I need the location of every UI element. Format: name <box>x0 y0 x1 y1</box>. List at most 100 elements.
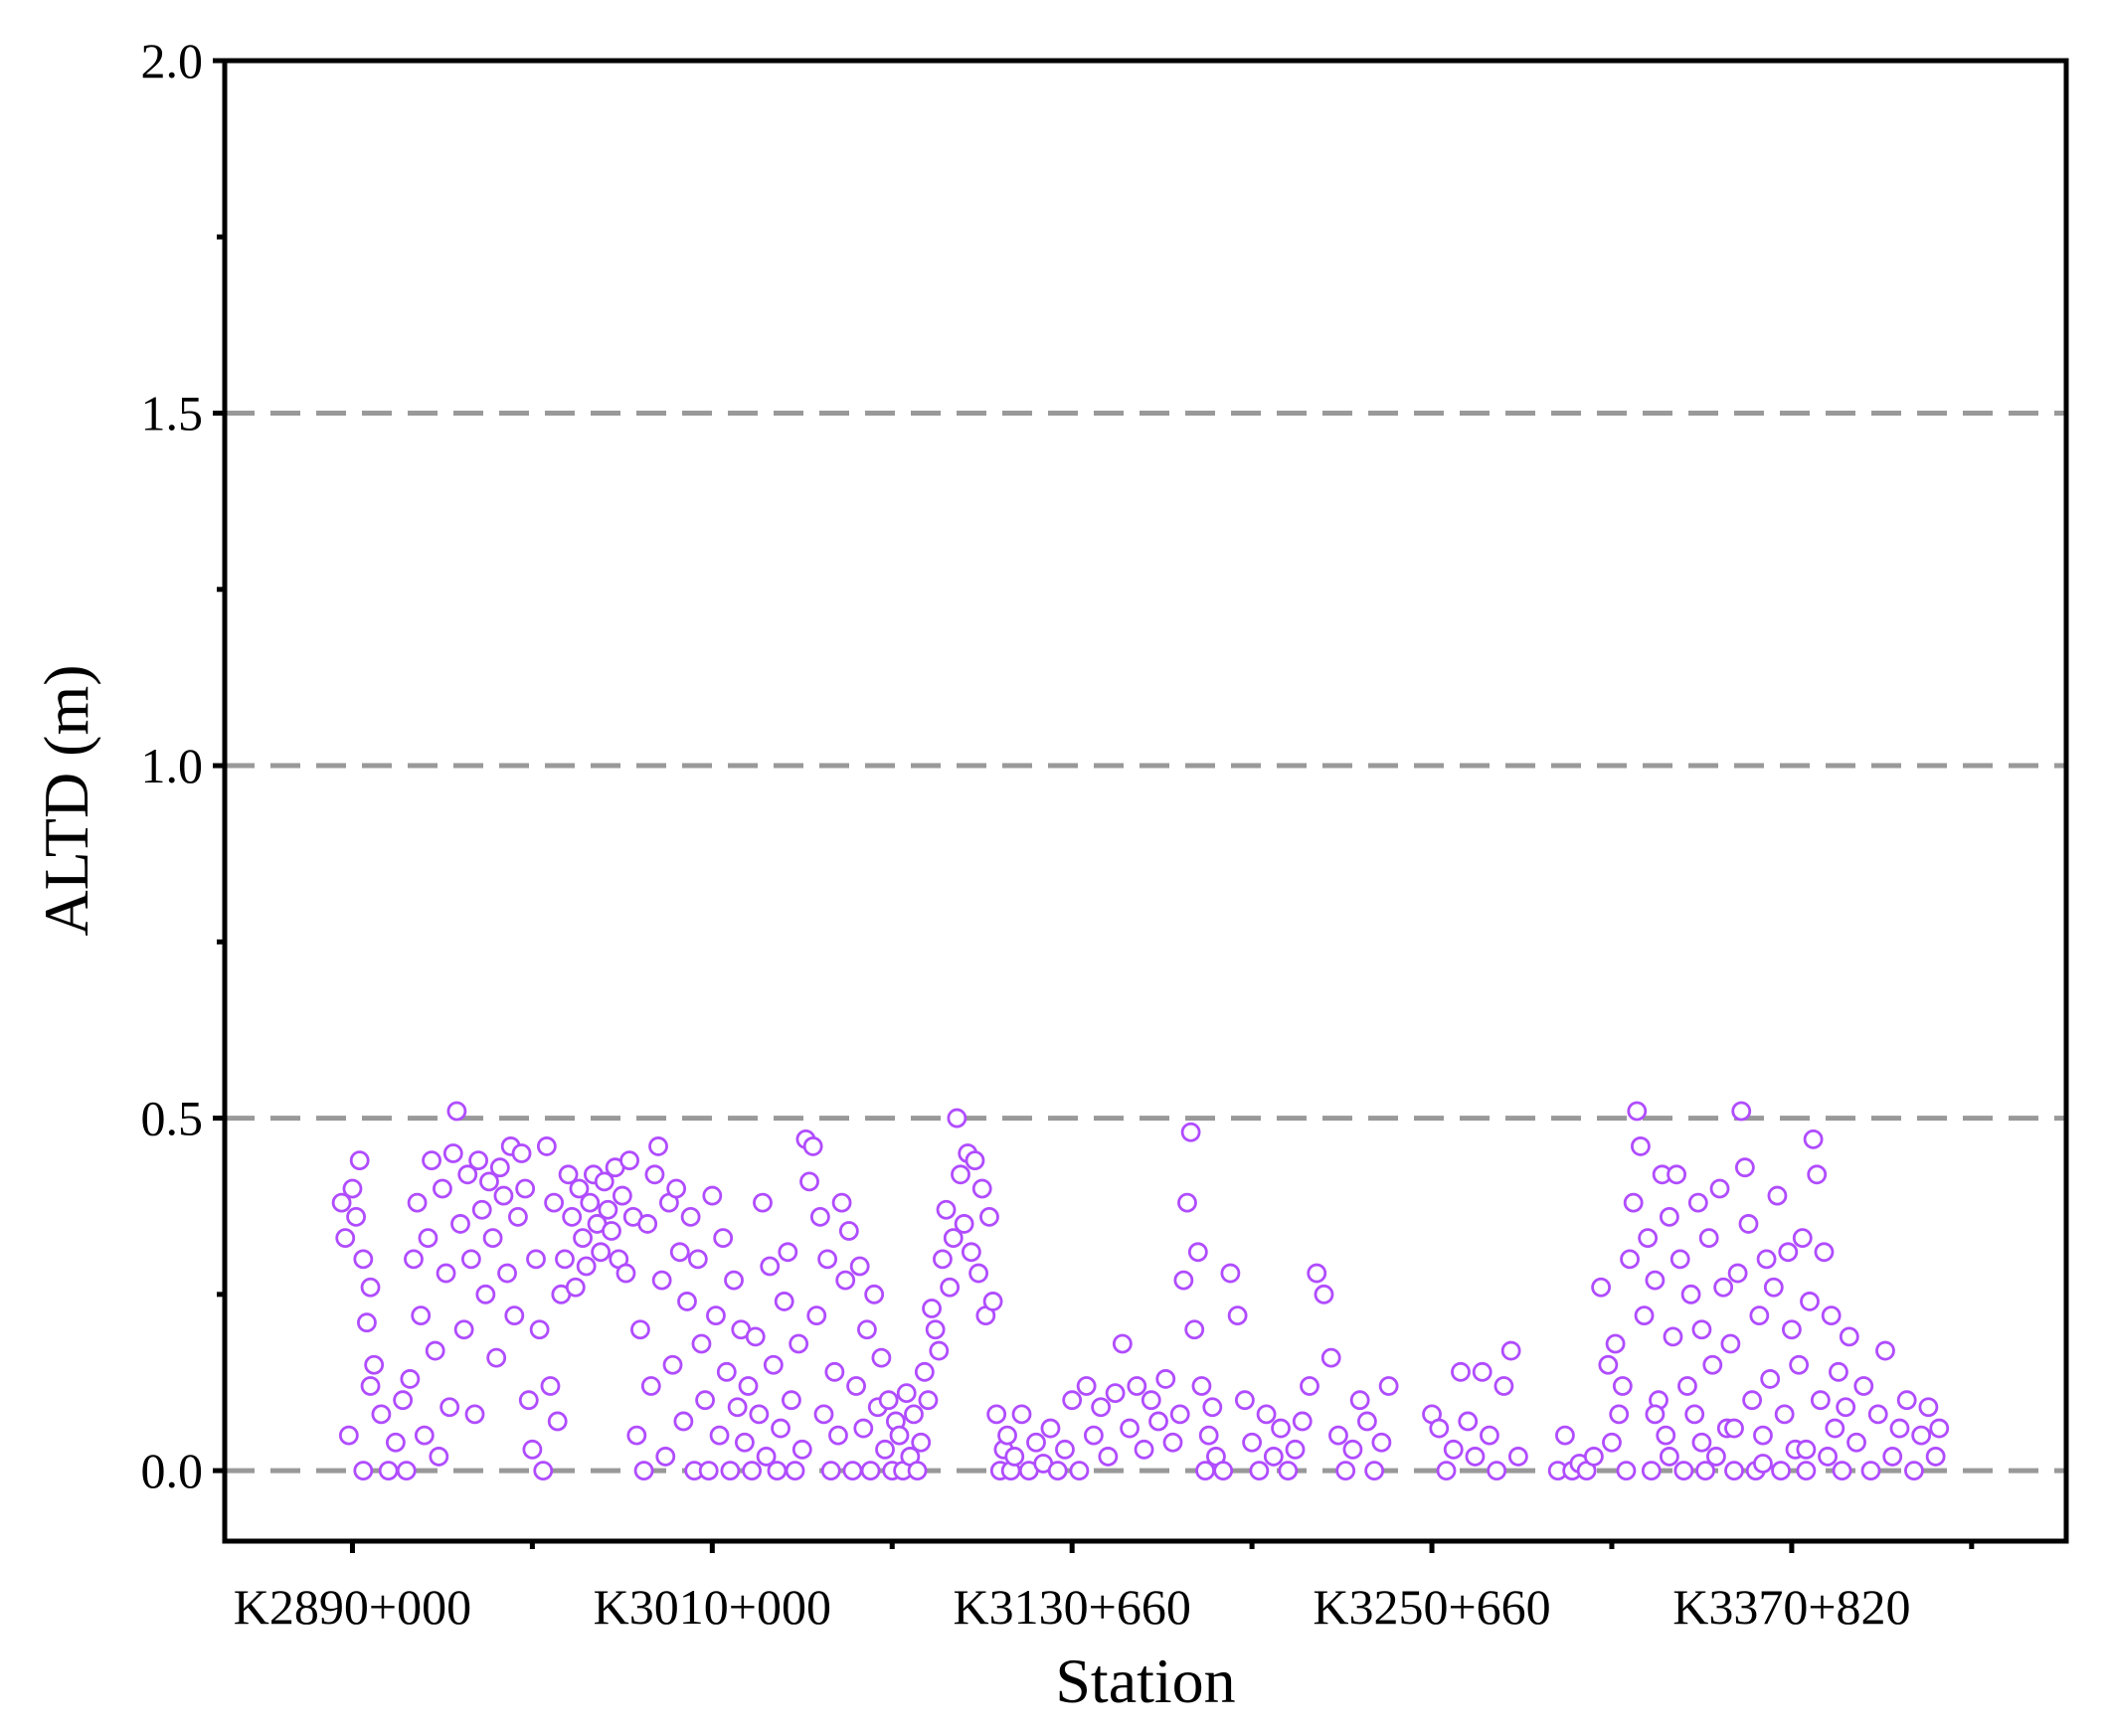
scatter-point <box>1429 1418 1450 1439</box>
scatter-point <box>677 1292 697 1311</box>
scatter-point <box>644 1164 665 1185</box>
scatter-point <box>1162 1432 1183 1453</box>
scatter-point <box>648 1136 668 1156</box>
scatter-point <box>1040 1418 1061 1439</box>
scatter-point <box>497 1263 517 1284</box>
scatter-point <box>785 1461 805 1480</box>
scatter-point <box>965 1150 985 1171</box>
scatter-point <box>904 1404 924 1425</box>
scatter-point <box>763 1354 784 1375</box>
scatter-point <box>1443 1439 1464 1460</box>
scatter-point <box>720 1461 741 1480</box>
scatter-point <box>1155 1369 1176 1389</box>
scatter-point <box>713 1228 734 1249</box>
scatter-point <box>673 1411 694 1432</box>
scatter-point <box>767 1461 788 1480</box>
scatter-point <box>1749 1305 1770 1326</box>
scatter-point <box>360 1376 381 1396</box>
scatter-point <box>1011 1404 1032 1425</box>
scatter-point <box>630 1319 650 1340</box>
scatter-point <box>1458 1411 1479 1432</box>
scatter-point <box>353 1461 374 1480</box>
scatter-point <box>1738 1214 1759 1234</box>
scatter-point <box>745 1326 766 1347</box>
scatter-point <box>1767 1185 1788 1206</box>
scatter-point <box>460 1249 481 1270</box>
scatter-point <box>813 1404 834 1425</box>
scatter-point <box>640 1376 661 1396</box>
scatter-point <box>1673 1461 1694 1480</box>
scatter-point <box>911 1432 932 1453</box>
scatter-point <box>1627 1101 1648 1122</box>
scatter-point <box>716 1361 737 1382</box>
scatter-point <box>1789 1354 1810 1375</box>
scatter-point <box>738 1376 759 1396</box>
scatter-point <box>1256 1404 1277 1425</box>
scatter-point <box>1371 1432 1392 1453</box>
scatter-point <box>1091 1397 1112 1418</box>
scatter-point <box>540 1376 561 1396</box>
scatter-point <box>1763 1277 1784 1298</box>
scatter-point <box>1220 1263 1241 1284</box>
scatter-point <box>486 1347 507 1368</box>
scatter-point <box>940 1277 961 1298</box>
scatter-point <box>1867 1404 1888 1425</box>
scatter-point <box>922 1299 942 1318</box>
scatter-point <box>651 1270 672 1291</box>
scatter-point <box>633 1461 654 1480</box>
scatter-point <box>1335 1461 1356 1480</box>
scatter-point <box>1055 1439 1075 1460</box>
scatter-point <box>749 1404 770 1425</box>
scatter-point <box>1774 1404 1795 1425</box>
scatter-point <box>536 1136 557 1156</box>
scatter-point <box>349 1150 370 1171</box>
scatter-point <box>1307 1263 1327 1284</box>
scatter-point <box>450 1214 470 1234</box>
scatter-point <box>1720 1333 1741 1354</box>
scatter-point <box>1896 1390 1917 1411</box>
scatter-point <box>1641 1461 1662 1480</box>
scatter-point <box>809 1206 830 1227</box>
scatter-point <box>565 1277 586 1298</box>
scatter-point <box>724 1270 744 1291</box>
scatter-point <box>393 1390 414 1411</box>
scatter-point <box>947 1108 967 1128</box>
scatter-point <box>1213 1461 1234 1480</box>
scatter-point <box>1177 1192 1197 1213</box>
scatter-point <box>637 1214 658 1234</box>
scatter-point <box>558 1164 579 1185</box>
scatter-point <box>364 1354 385 1375</box>
scatter-point <box>533 1461 554 1480</box>
scatter-point <box>1659 1206 1679 1227</box>
scatter-point <box>1810 1390 1831 1411</box>
scatter-point <box>1047 1461 1068 1480</box>
scatter-point <box>1583 1447 1604 1467</box>
scatter-point <box>1069 1461 1090 1480</box>
scatter-point <box>371 1404 392 1425</box>
scatter-point <box>598 1199 618 1220</box>
scatter-point <box>482 1228 503 1249</box>
scatter-point <box>1663 1326 1683 1347</box>
scatter-point <box>1645 1404 1666 1425</box>
scatter-point <box>1342 1439 1363 1460</box>
y-axis-title: ALTD (m) <box>31 664 101 936</box>
scatter-point <box>1609 1404 1630 1425</box>
scatter-point <box>771 1418 790 1439</box>
scatter-point <box>511 1143 532 1163</box>
scatter-point <box>338 1425 359 1446</box>
scatter-point <box>1677 1376 1697 1396</box>
scatter-point <box>555 1249 575 1270</box>
x-tick-label: K3370+820 <box>1672 1579 1910 1635</box>
scatter-point <box>594 1171 615 1192</box>
scatter-point <box>849 1256 870 1277</box>
scatter-point <box>433 1178 452 1199</box>
scatter-point <box>734 1432 755 1453</box>
scatter-point <box>1364 1461 1385 1480</box>
scatter-point <box>1480 1425 1499 1446</box>
scatter-point <box>468 1150 489 1171</box>
scatter-point <box>706 1305 726 1326</box>
scatter-point <box>1173 1270 1194 1291</box>
scatter-point <box>1357 1411 1377 1432</box>
scatter-point <box>522 1439 543 1460</box>
scatter-point <box>1680 1284 1701 1304</box>
